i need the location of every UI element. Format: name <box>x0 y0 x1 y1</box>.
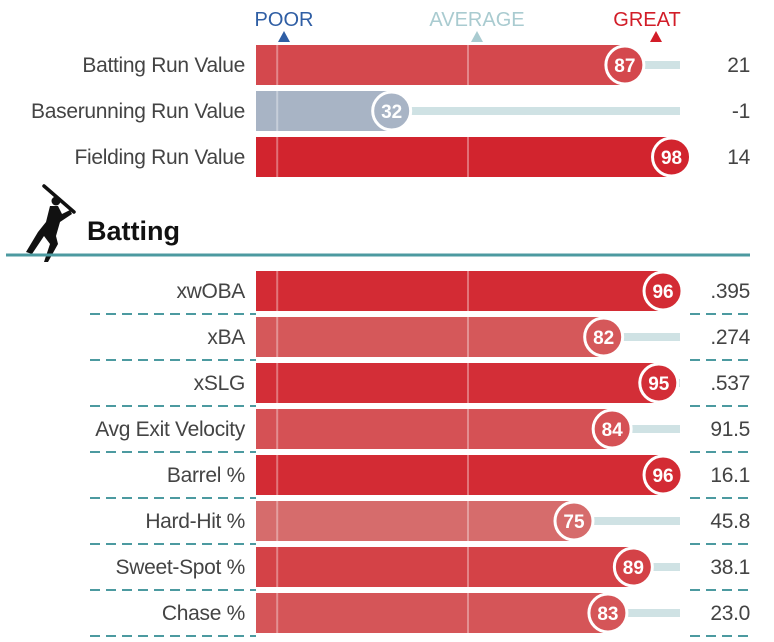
scale-header: POOR AVERAGE GREAT <box>255 9 681 42</box>
percentile-bar <box>256 593 608 633</box>
stat-value: 16.1 <box>710 464 750 487</box>
table-row: Hard-Hit % 75 45.8 <box>90 500 750 545</box>
percentile-value: 96 <box>652 282 673 303</box>
percentile-bubble <box>642 270 684 312</box>
table-row: Baserunning Run Value 32 -1 <box>31 90 750 132</box>
table-row: Barrel % 96 16.1 <box>90 454 750 499</box>
table-row: Batting Run Value 87 21 <box>82 44 750 86</box>
poor-label: POOR <box>255 9 314 31</box>
percentile-bubble <box>371 90 413 132</box>
stat-value: 45.8 <box>710 510 750 533</box>
percentile-bar <box>256 137 672 177</box>
metric-label: Avg Exit Velocity <box>95 418 246 441</box>
table-row: Avg Exit Velocity 84 91.5 <box>90 408 750 453</box>
table-row: Fielding Run Value 98 14 <box>75 136 751 178</box>
metric-label: xBA <box>207 326 245 349</box>
row-group: xwOBA 96 .395 xBA 82 .274 xSLG 95 .537 Avg Exit V… <box>90 270 751 637</box>
section-title: Batting <box>87 216 180 246</box>
metric-label: Fielding Run Value <box>75 146 246 169</box>
poor-marker-icon <box>278 31 290 42</box>
batter-silhouette-icon <box>26 184 76 262</box>
stat-value: -1 <box>732 100 750 123</box>
chart-rows: Batting Run Value 87 21 Baserunning Run Val… <box>31 44 751 637</box>
percentile-bubble <box>553 500 595 542</box>
batting-section-header: Batting <box>6 184 750 262</box>
percentile-value: 75 <box>563 512 585 533</box>
stat-value: 14 <box>727 146 750 169</box>
metric-label: Baserunning Run Value <box>31 100 245 123</box>
percentile-value: 87 <box>614 56 635 77</box>
percentile-bar <box>256 271 664 311</box>
great-marker-icon <box>650 31 662 42</box>
percentile-value: 32 <box>381 102 402 123</box>
percentile-bar <box>256 501 574 541</box>
stat-value: 38.1 <box>710 556 750 579</box>
table-row: xBA 82 .274 <box>90 316 751 361</box>
table-row: Sweet-Spot % 89 38.1 <box>90 546 750 591</box>
percentile-value: 83 <box>597 604 618 625</box>
stat-value: 23.0 <box>710 602 750 625</box>
percentile-bubble <box>587 592 629 634</box>
great-label: GREAT <box>613 9 680 31</box>
percentile-bar <box>256 45 625 85</box>
table-row: xSLG 95 .537 <box>90 362 750 407</box>
metric-label: Batting Run Value <box>82 54 245 77</box>
percentile-value: 89 <box>623 558 644 579</box>
stat-value: 21 <box>727 54 750 77</box>
stat-value: .274 <box>710 326 750 349</box>
percentile-value: 84 <box>602 420 624 441</box>
table-row: xwOBA 96 .395 <box>90 270 750 315</box>
percentile-bubble <box>604 44 646 86</box>
row-group: Batting Run Value 87 21 Baserunning Run Val… <box>31 44 751 178</box>
metric-label: Sweet-Spot % <box>116 556 245 579</box>
percentile-value: 96 <box>652 466 673 487</box>
percentile-bubble <box>612 546 654 588</box>
percentile-bubble <box>651 136 693 178</box>
metric-label: Barrel % <box>167 464 245 487</box>
stat-value: 91.5 <box>710 418 750 441</box>
stat-value: .537 <box>710 372 750 395</box>
percentile-bar <box>256 409 613 449</box>
percentile-value: 98 <box>661 148 682 169</box>
table-row: Chase % 83 23.0 <box>90 592 750 637</box>
metric-label: Hard-Hit % <box>145 510 245 533</box>
metric-label: xSLG <box>194 372 245 395</box>
percentile-value: 95 <box>648 374 670 395</box>
stat-value: .395 <box>710 280 750 303</box>
percentile-bar <box>256 455 664 495</box>
metric-label: Chase % <box>162 602 245 625</box>
percentile-bar <box>256 91 392 131</box>
percentile-bubble <box>591 408 633 450</box>
percentile-bubble <box>642 454 684 496</box>
percentile-value: 82 <box>593 328 614 349</box>
percentile-bar <box>256 317 604 357</box>
average-marker-icon <box>471 31 483 42</box>
percentile-bar <box>256 547 634 587</box>
metric-label: xwOBA <box>176 280 245 303</box>
percentile-bubble <box>583 316 625 358</box>
average-label: AVERAGE <box>429 9 524 31</box>
percentile-bubble <box>638 362 680 404</box>
percentile-bar <box>256 363 659 403</box>
